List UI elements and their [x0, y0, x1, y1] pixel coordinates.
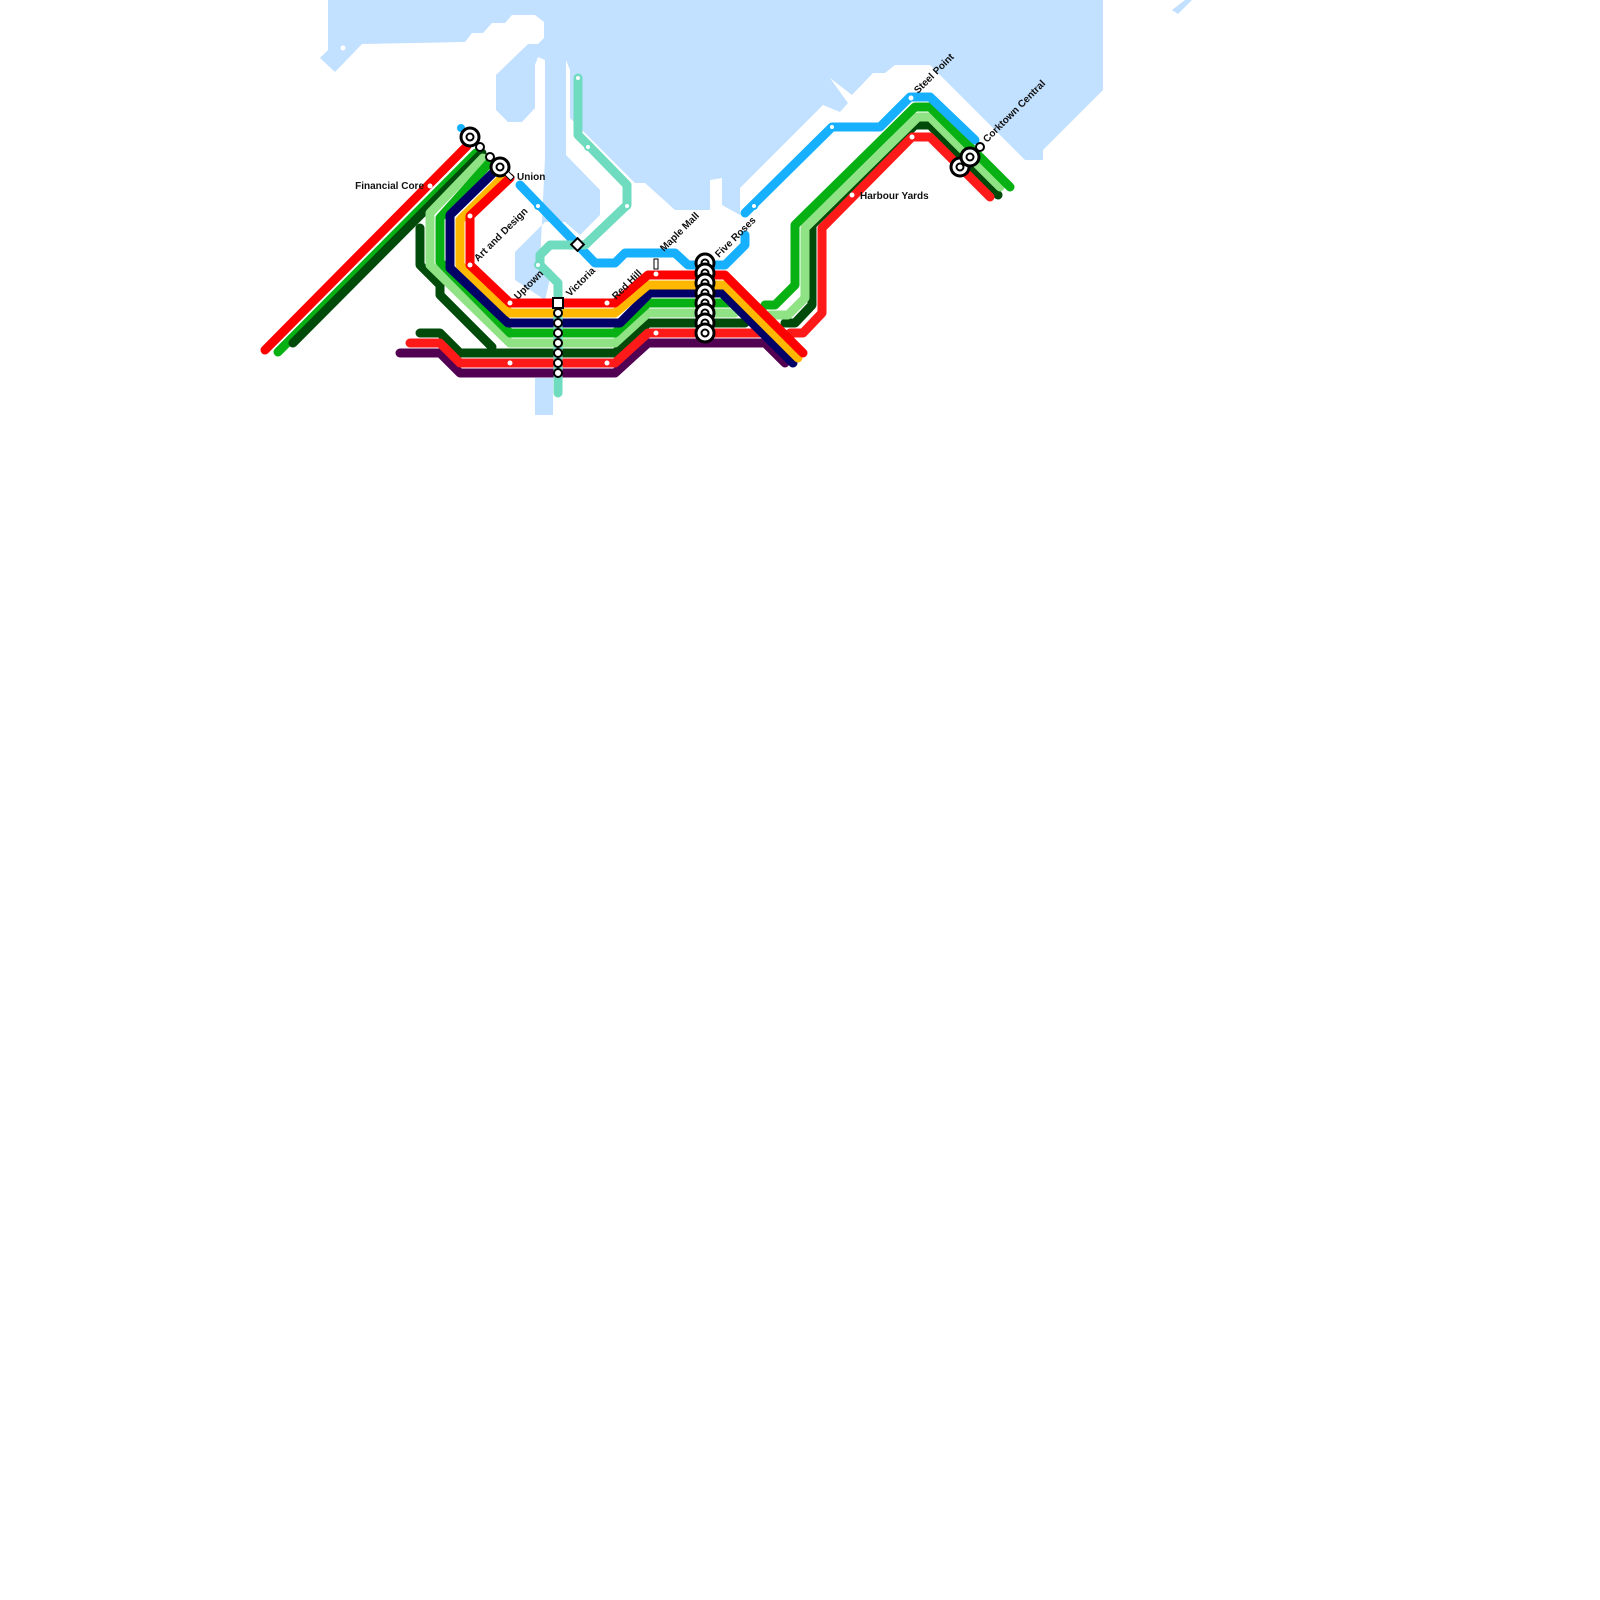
water-body [320, 0, 1103, 300]
interchange-center [955, 162, 965, 172]
light-blue-line [515, 180, 750, 270]
stations-layer [340, 45, 985, 378]
red-line-west [260, 141, 472, 355]
station-marker [507, 300, 513, 306]
station-marker [340, 45, 346, 51]
station-marker [534, 202, 542, 210]
green-line [435, 157, 735, 338]
dark-green-line-west [288, 148, 487, 348]
station-marker [828, 123, 836, 131]
light-green-line [425, 153, 740, 348]
dark-green-line [415, 318, 750, 358]
interchange-center [465, 132, 475, 142]
station-marker [507, 360, 513, 366]
route-lines [260, 73, 1015, 398]
transfer-station [975, 142, 985, 152]
station-marker [623, 202, 631, 210]
interchange-station [459, 126, 481, 148]
interchange-station [694, 322, 716, 344]
station-marker [750, 202, 758, 210]
red-alt-line [405, 328, 765, 368]
station-marker [574, 74, 582, 82]
union-connector [504, 170, 515, 182]
label-harbour-yards[interactable]: Harbour Yards [860, 191, 929, 202]
label-victoria[interactable]: Victoria [564, 265, 598, 299]
interchange-center [965, 152, 975, 162]
station-marker [653, 330, 659, 336]
station-marker [908, 95, 914, 101]
teal-line [535, 73, 632, 398]
dark-green-branch [415, 223, 497, 352]
station-marker [604, 360, 610, 366]
maple-mall-connector [653, 258, 659, 270]
station-marker [534, 261, 542, 269]
label-union[interactable]: Union [517, 172, 545, 183]
station-marker [909, 134, 915, 140]
station-marker [653, 271, 659, 277]
transfer-station [553, 338, 563, 348]
water-body [535, 378, 553, 415]
interchange-center [495, 162, 505, 172]
interchange-center [700, 328, 710, 338]
transfer-station [475, 142, 485, 152]
transfer-station [553, 328, 563, 338]
transfer-station [553, 308, 563, 318]
label-financial-core[interactable]: Financial Core [355, 181, 424, 192]
water-body [1172, 0, 1192, 14]
transfer-station [553, 348, 563, 358]
victoria-transfer [569, 236, 586, 253]
station-marker [604, 300, 610, 306]
terminal-station [552, 297, 564, 309]
green-line-east [760, 102, 1015, 310]
interchange-station [959, 146, 981, 168]
station-marker [467, 213, 473, 219]
light-blue-line-east [740, 92, 980, 218]
station-marker [467, 262, 473, 268]
station-marker [584, 143, 592, 151]
interchange-station [489, 156, 511, 178]
transfer-station [553, 318, 563, 328]
transfer-station [485, 152, 495, 162]
transfer-station [553, 368, 563, 378]
water-layer [320, 0, 1192, 415]
station-marker [427, 183, 433, 189]
label-maple-mall[interactable]: Maple Mall [658, 210, 702, 254]
red-alt-line-east [785, 132, 995, 338]
transfer-station [553, 358, 563, 368]
light-green-line-east [765, 112, 1005, 320]
purple-line [395, 338, 790, 378]
station-marker [849, 192, 855, 198]
